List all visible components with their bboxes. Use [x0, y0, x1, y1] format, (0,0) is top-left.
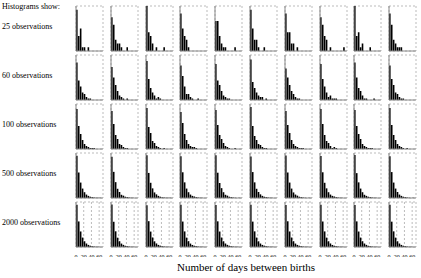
- svg-text:40: 40: [332, 254, 338, 257]
- svg-text:0: 0: [283, 254, 286, 257]
- svg-text:0: 0: [388, 254, 391, 257]
- svg-text:60: 60: [375, 254, 381, 257]
- svg-text:20: 20: [359, 254, 365, 257]
- html-text:Number of days between births: Number of days between births: [177, 261, 315, 273]
- svg-text:20: 20: [255, 254, 261, 257]
- svg-text:60: 60: [270, 254, 276, 257]
- svg-text:40: 40: [193, 254, 199, 257]
- svg-text:60: 60: [409, 254, 413, 257]
- svg-text:0: 0: [249, 254, 252, 257]
- svg-text:0: 0: [144, 254, 147, 257]
- svg-text:0: 0: [179, 254, 182, 257]
- svg-text:60: 60: [131, 254, 137, 257]
- svg-text:60: 60: [166, 254, 172, 257]
- svg-text:40: 40: [262, 254, 268, 257]
- svg-text:20: 20: [150, 254, 156, 257]
- svg-text:60: 60: [96, 254, 102, 257]
- svg-text:40: 40: [228, 254, 234, 257]
- svg-text:40: 40: [88, 254, 94, 257]
- html-text:25 observations: 25 observations: [2, 22, 53, 31]
- svg-text:40: 40: [297, 254, 303, 257]
- svg-text:20: 20: [116, 254, 122, 257]
- html-text:60 observations: 60 observations: [2, 71, 53, 80]
- svg-text:0: 0: [214, 254, 217, 257]
- svg-text:0: 0: [109, 254, 112, 257]
- svg-text:60: 60: [201, 254, 207, 257]
- svg-text:40: 40: [123, 254, 129, 257]
- svg-text:20: 20: [81, 254, 87, 257]
- svg-text:40: 40: [367, 254, 373, 257]
- html-text:2000 observations: 2000 observations: [2, 218, 61, 227]
- svg-text:20: 20: [185, 254, 191, 257]
- html-text:100 observations: 100 observations: [2, 120, 57, 129]
- html-text:500 observations: 500 observations: [2, 169, 57, 178]
- svg-text:60: 60: [305, 254, 311, 257]
- svg-text:20: 20: [394, 254, 400, 257]
- svg-text:0: 0: [75, 254, 78, 257]
- svg-text:20: 20: [324, 254, 330, 257]
- svg-text:60: 60: [340, 254, 346, 257]
- svg-text:60: 60: [235, 254, 241, 257]
- svg-text:0: 0: [353, 254, 356, 257]
- svg-text:20: 20: [290, 254, 296, 257]
- svg-text:20: 20: [220, 254, 226, 257]
- svg-text:0: 0: [318, 254, 321, 257]
- svg-text:40: 40: [158, 254, 164, 257]
- html-text:Histograms show:: Histograms show:: [2, 2, 60, 11]
- svg-text:40: 40: [402, 254, 408, 257]
